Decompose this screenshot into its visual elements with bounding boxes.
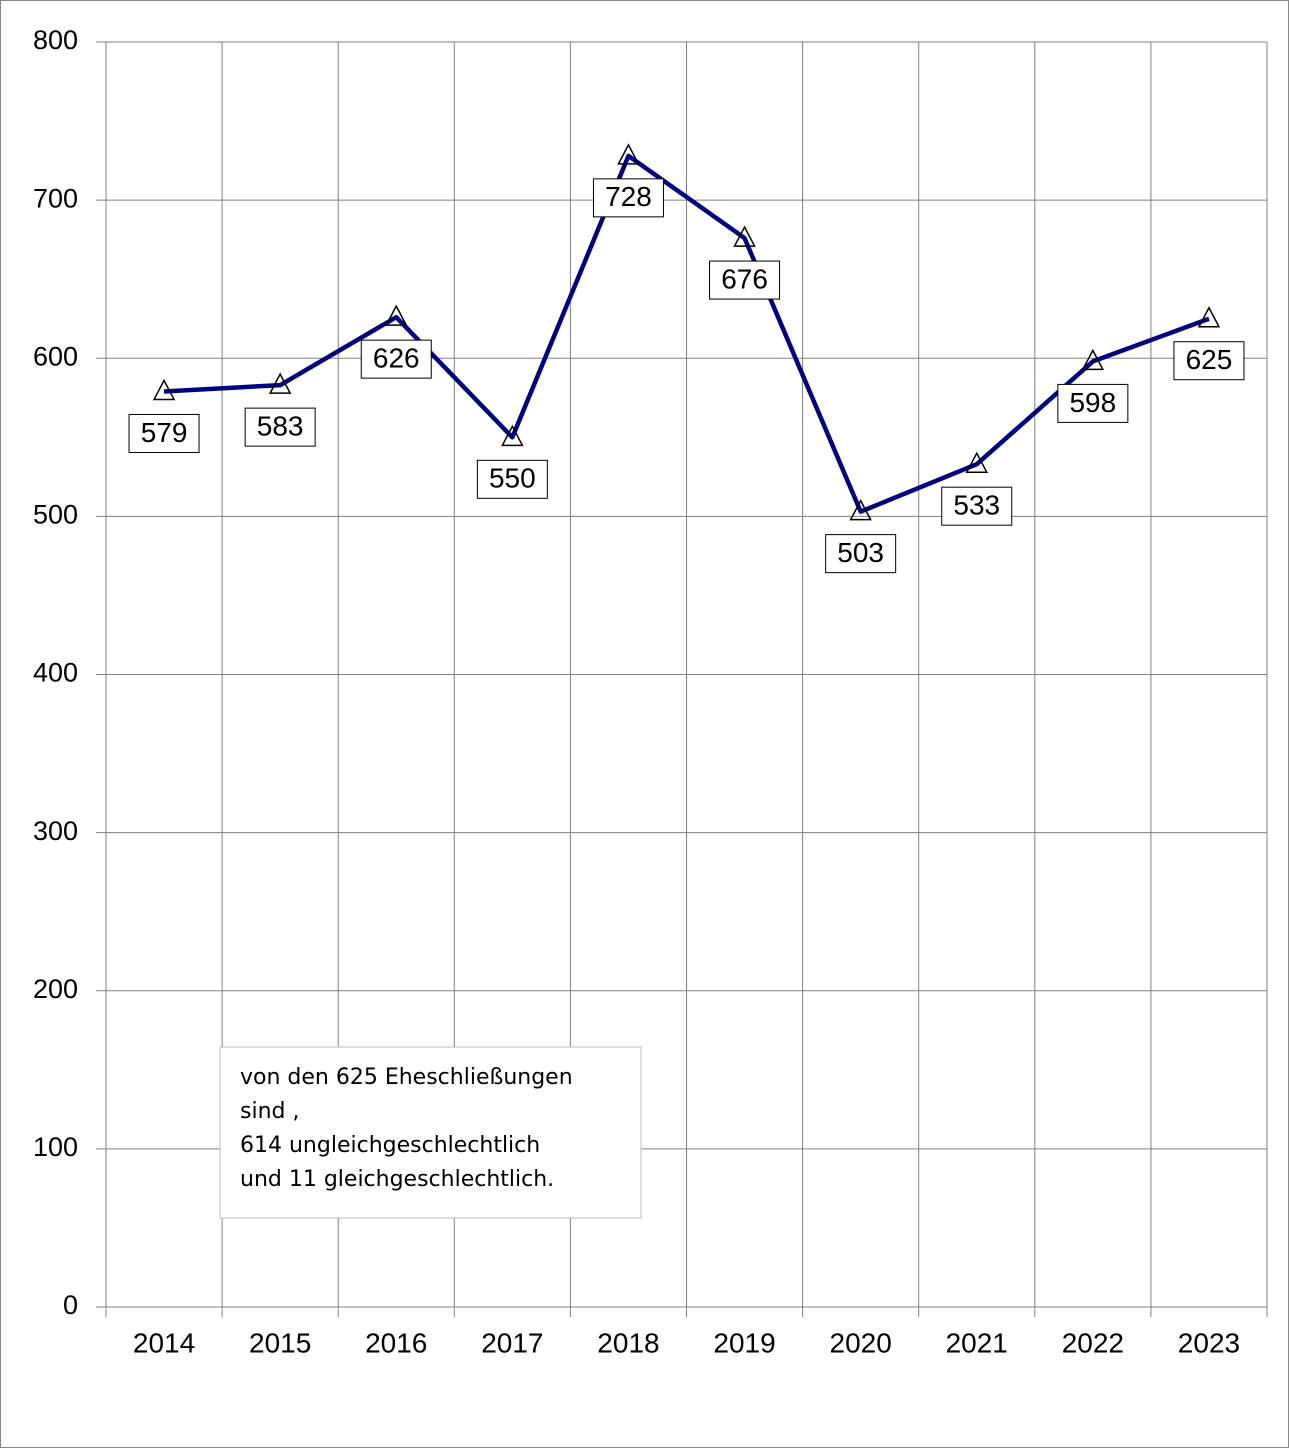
x-tick-label: 2020	[830, 1327, 892, 1358]
y-tick-label: 200	[33, 974, 78, 1004]
y-tick-label: 600	[33, 341, 78, 371]
data-label-box	[476, 459, 548, 499]
y-tick-label: 400	[33, 658, 78, 688]
marks: von den 625 Eheschließungen sind , 614 ung…	[128, 143, 1245, 1219]
x-tick-label: 2015	[249, 1327, 311, 1358]
data-label-box	[825, 534, 897, 574]
marker	[1081, 348, 1105, 371]
data-label: 533	[953, 490, 1000, 521]
data-label-box	[1057, 383, 1129, 423]
data-label-box	[941, 486, 1013, 526]
marker	[733, 225, 756, 247]
data-label-box	[360, 339, 432, 379]
data-label-box	[709, 260, 781, 300]
data-label-box	[1173, 341, 1245, 381]
data-label: 503	[837, 537, 884, 568]
data-label: 625	[1186, 344, 1233, 375]
data-label: 598	[1069, 387, 1116, 418]
annotation-line: 614 ungleichgeschlechtlich	[240, 1133, 540, 1158]
annotation: von den 625 Eheschließungen sind , 614 ung…	[219, 1046, 642, 1219]
annotation-line: und 11 gleichgeschlechtlich.	[240, 1167, 554, 1192]
marker	[501, 424, 524, 447]
marker	[617, 143, 640, 165]
data-label: 583	[257, 411, 304, 442]
series-line	[163, 153, 1210, 514]
y-tick-label: 100	[33, 1132, 78, 1162]
data-label-box	[244, 407, 316, 447]
y-tick-label: 0	[63, 1290, 78, 1320]
data-label-box	[128, 413, 200, 453]
marker	[152, 378, 176, 401]
y-tick-label: 500	[33, 500, 78, 530]
x-tick-label: 2021	[946, 1327, 1008, 1358]
marker	[268, 372, 292, 394]
x-tick-label: 2016	[365, 1327, 427, 1358]
marker	[1197, 306, 1221, 328]
data-label: 579	[141, 417, 188, 448]
data-label: 728	[605, 181, 652, 212]
x-tick-label: 2014	[133, 1327, 195, 1358]
data-label-box	[592, 178, 664, 218]
marker	[965, 451, 988, 473]
x-tick-label: 2023	[1178, 1327, 1240, 1358]
x-tick-label: 2022	[1062, 1327, 1124, 1358]
y-tick-label: 300	[33, 816, 78, 846]
y-tick-label: 700	[33, 183, 78, 213]
annotation-line: sind ,	[240, 1099, 299, 1124]
x-tick-label: 2018	[597, 1327, 659, 1358]
annotation-line: von den 625 Eheschließungen	[240, 1065, 573, 1090]
x-tick-label: 2017	[481, 1327, 543, 1358]
data-label: 626	[373, 343, 420, 374]
marker	[849, 499, 872, 521]
annotation-box	[219, 1046, 642, 1219]
data-label: 550	[489, 463, 536, 494]
x-tick-label: 2019	[713, 1327, 775, 1358]
data-label: 676	[721, 263, 768, 294]
y-tick-label: 800	[33, 25, 78, 55]
marker	[385, 304, 408, 326]
